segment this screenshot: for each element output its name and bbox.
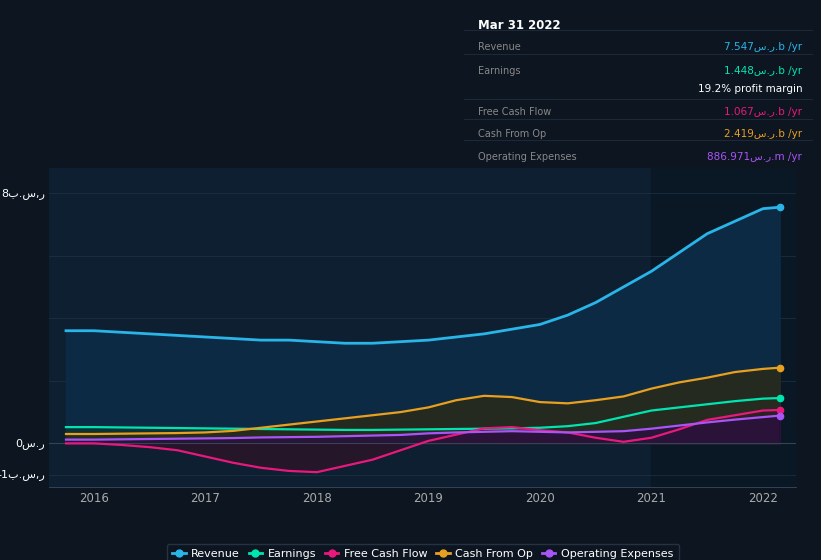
Legend: Revenue, Earnings, Free Cash Flow, Cash From Op, Operating Expenses: Revenue, Earnings, Free Cash Flow, Cash … xyxy=(167,544,679,560)
Text: 1.067س.ر.b /yr: 1.067س.ر.b /yr xyxy=(724,106,802,116)
Text: Operating Expenses: Operating Expenses xyxy=(478,152,576,162)
Text: 1.448س.ر.b /yr: 1.448س.ر.b /yr xyxy=(724,66,802,76)
Text: Revenue: Revenue xyxy=(478,41,521,52)
Text: 8ب.س,ر: 8ب.س,ر xyxy=(2,188,45,199)
Text: -1ب.س,ر: -1ب.س,ر xyxy=(0,469,45,480)
Text: 7.547س.ر.b /yr: 7.547س.ر.b /yr xyxy=(724,41,802,52)
Text: 19.2% profit margin: 19.2% profit margin xyxy=(698,84,802,94)
Text: Free Cash Flow: Free Cash Flow xyxy=(478,106,551,116)
Text: 0س.ر: 0س.ر xyxy=(16,438,45,449)
Text: Mar 31 2022: Mar 31 2022 xyxy=(478,19,561,32)
Text: Cash From Op: Cash From Op xyxy=(478,129,546,139)
Text: 2.419س.ر.b /yr: 2.419س.ر.b /yr xyxy=(724,129,802,139)
Bar xyxy=(651,168,821,487)
Text: 886.971س.ر.m /yr: 886.971س.ر.m /yr xyxy=(708,152,802,162)
Text: Earnings: Earnings xyxy=(478,66,521,76)
